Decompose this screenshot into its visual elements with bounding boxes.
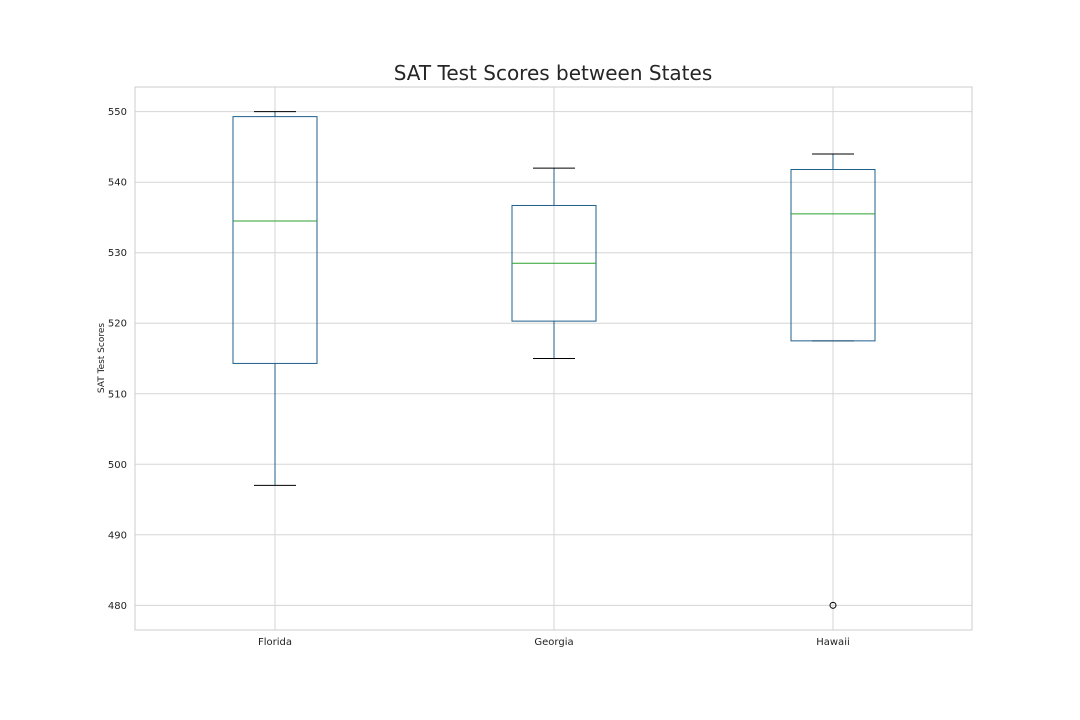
x-tick-label: Florida [258, 637, 292, 648]
x-tick-label: Hawaii [816, 637, 850, 648]
y-tick-labels: 480 490 500 510 520 530 540 550 [108, 107, 127, 612]
y-tick-label: 510 [108, 389, 127, 400]
box-series [232, 111, 876, 609]
box-florida [232, 111, 318, 486]
y-tick-label: 520 [108, 319, 127, 330]
y-tick-label: 500 [108, 460, 127, 471]
y-tick-label: 530 [108, 248, 127, 259]
x-tick-label: Georgia [534, 637, 573, 648]
x-tick-labels: Florida Georgia Hawaii [258, 637, 850, 648]
iqr-box [232, 116, 318, 364]
box-hawaii [790, 153, 876, 609]
chart-title: SAT Test Scores between States [394, 61, 713, 85]
y-tick-label: 480 [108, 601, 127, 612]
outlier-point [829, 601, 837, 609]
y-tick-label: 490 [108, 530, 127, 541]
y-axis-label: SAT Test Scores [97, 323, 107, 393]
box-georgia [511, 167, 597, 359]
y-tick-label: 540 [108, 178, 127, 189]
plot-area-frame [134, 86, 973, 631]
y-tick-label: 550 [108, 107, 127, 118]
iqr-box [790, 169, 876, 342]
